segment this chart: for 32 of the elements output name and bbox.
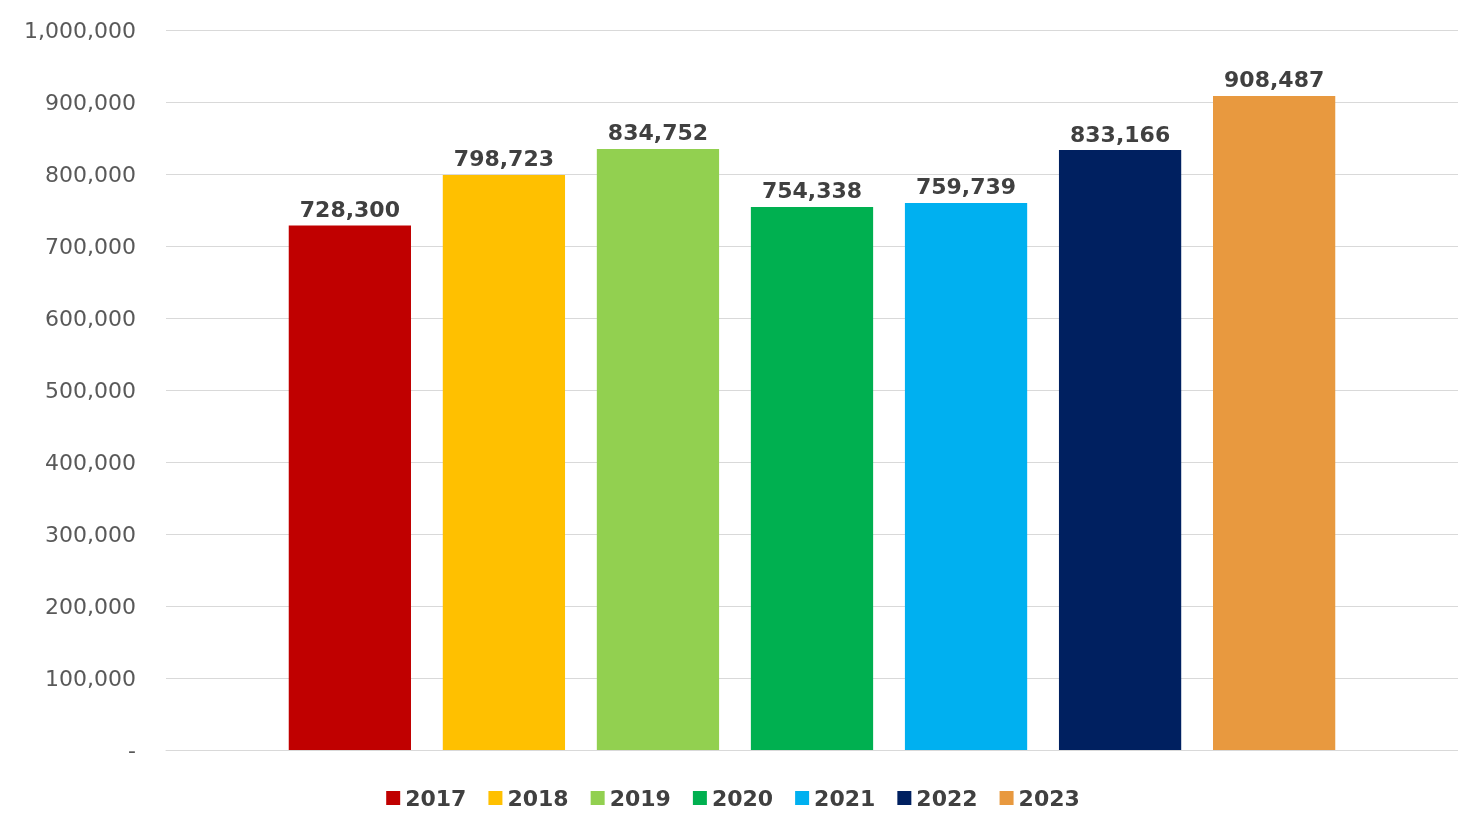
y-tick-label: 200,000 <box>45 593 136 619</box>
bar <box>1058 150 1182 750</box>
legend-label: 2023 <box>1018 785 1080 811</box>
y-tick-label: 900,000 <box>45 89 136 115</box>
data-label: 759,739 <box>915 174 1017 200</box>
bar <box>442 174 566 750</box>
legend-label: 2017 <box>405 785 467 811</box>
bar <box>904 202 1028 750</box>
data-label: 834,752 <box>607 120 709 146</box>
y-tick-label: 300,000 <box>45 521 136 547</box>
data-label: 908,487 <box>1224 67 1325 93</box>
legend-label: 2022 <box>916 785 978 811</box>
legend-label: 2020 <box>711 785 774 811</box>
data-label: 754,338 <box>761 178 863 204</box>
legend-label: 2018 <box>507 785 569 811</box>
y-tick-label: 400,000 <box>45 449 136 475</box>
bar <box>596 148 720 750</box>
bar <box>1213 95 1336 750</box>
y-tick-label: 500,000 <box>45 377 136 403</box>
y-tick-label: - <box>128 737 136 763</box>
legend-label: 2019 <box>609 785 671 811</box>
bar <box>288 225 411 750</box>
y-tick-label: 600,000 <box>45 305 136 331</box>
data-label: 833,166 <box>1069 121 1171 147</box>
bar <box>750 206 874 750</box>
y-tick-label: 1,000,000 <box>24 17 136 43</box>
data-label: 798,723 <box>453 146 555 172</box>
y-tick-label: 800,000 <box>45 161 136 187</box>
y-tick-label: 700,000 <box>45 233 136 259</box>
data-label: 728,300 <box>299 197 400 223</box>
y-tick-label: 100,000 <box>45 665 136 691</box>
legend-label: 2021 <box>814 785 876 811</box>
